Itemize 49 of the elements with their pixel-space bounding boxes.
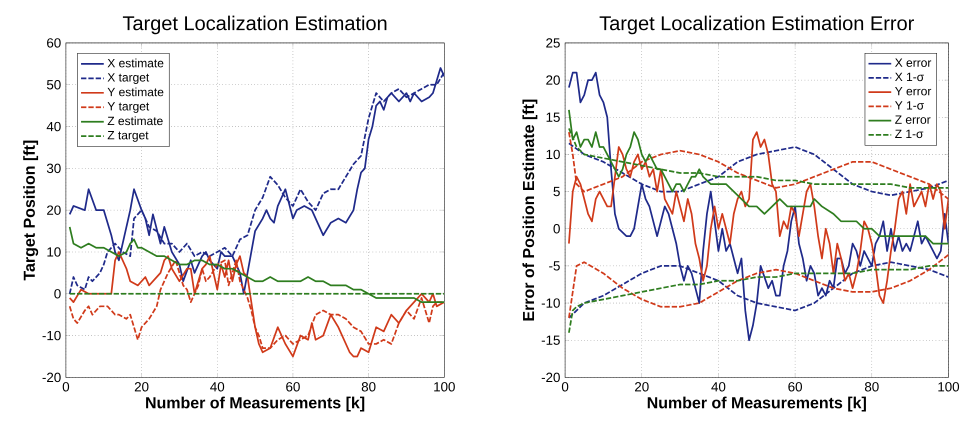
x-axis-title: Number of Measurements [k] — [648, 396, 866, 412]
x-axis-title: Number of Measurements [k] — [146, 396, 364, 412]
y-tick-label: 20 — [47, 205, 61, 215]
x-tick-label: 80 — [362, 382, 376, 392]
legend-label: Y target — [108, 102, 150, 113]
x-tick-label: 60 — [286, 382, 300, 392]
legend-label: X 1-σ — [895, 72, 924, 82]
x-tick-label: 40 — [711, 382, 726, 392]
x-tick-label: 80 — [864, 382, 879, 392]
y-tick-label: 40 — [46, 122, 61, 132]
y-tick-label: 30 — [46, 164, 61, 173]
legend-label: Z error — [895, 115, 930, 124]
legend-label: X error — [895, 58, 932, 67]
y-axis-title: Target Position [ft] — [23, 140, 38, 280]
legend-label: Z target — [108, 130, 148, 142]
y-tick-label: 0 — [54, 288, 61, 298]
legend-label: Y 1-σ — [895, 101, 924, 110]
x-tick-label: 20 — [134, 382, 148, 392]
y-tick-label: 20 — [546, 75, 560, 85]
y-tick-label: 15 — [546, 112, 560, 122]
legend-label: Z 1-σ — [895, 130, 924, 138]
y-tick-label: 0 — [554, 224, 560, 234]
y-tick-label: -10 — [542, 298, 560, 308]
legend-label: Z estimate — [108, 116, 163, 126]
y-tick-label: -20 — [542, 372, 560, 382]
y-tick-label: 10 — [546, 150, 560, 159]
x-tick-label: 20 — [635, 382, 649, 392]
y-tick-label: 10 — [47, 247, 61, 257]
x-tick-label: 0 — [62, 382, 70, 392]
legend-label: X target — [108, 73, 150, 84]
chart-title: Target Localization Estimation Error — [600, 15, 914, 34]
legend-label: X estimate — [108, 58, 164, 68]
legend-label: Y error — [895, 86, 932, 96]
y-tick-label: -15 — [542, 335, 560, 345]
y-axis-title: Error of Position Estimate [ft] — [522, 100, 538, 320]
legend-label: Y estimate — [108, 87, 164, 96]
x-tick-label: 100 — [434, 382, 455, 392]
x-tick-label: 40 — [210, 382, 224, 392]
x-tick-label: 100 — [938, 382, 960, 392]
x-tick-label: 0 — [562, 382, 568, 392]
y-tick-label: -5 — [549, 261, 560, 270]
chart-title: Target Localization Estimation — [122, 15, 386, 34]
y-tick-label: 5 — [554, 186, 560, 196]
y-tick-label: 50 — [46, 80, 61, 90]
y-tick-label: 25 — [546, 38, 560, 48]
y-tick-label: -10 — [42, 330, 61, 340]
x-tick-label: 60 — [788, 382, 802, 392]
y-tick-label: -20 — [42, 372, 61, 382]
y-tick-label: 60 — [47, 38, 61, 48]
